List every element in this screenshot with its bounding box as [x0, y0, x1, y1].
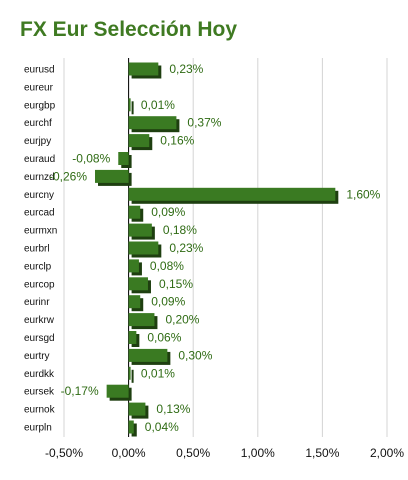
category-label: eurdkk	[24, 369, 55, 380]
category-label: eurnzd	[24, 172, 55, 183]
bar	[128, 134, 150, 148]
bar	[128, 420, 134, 434]
bar	[128, 331, 137, 344]
category-label: eurpln	[24, 423, 52, 434]
chart-title: FX Eur Selección Hoy	[20, 18, 238, 41]
bars	[95, 62, 339, 437]
category-label: eurmxn	[24, 226, 57, 237]
category-label: eursgd	[24, 333, 55, 344]
value-label: 0,09%	[151, 205, 185, 219]
bar	[128, 116, 177, 130]
bar-shadow	[131, 423, 137, 437]
category-label: eurgbp	[24, 100, 56, 111]
category-label: eurchf	[24, 118, 52, 129]
x-tick-label: 0,50%	[176, 446, 210, 460]
value-label: 0,13%	[156, 402, 190, 416]
bar	[118, 152, 129, 165]
value-label: -0,17%	[61, 384, 99, 398]
bar	[128, 259, 139, 273]
value-label: 0,01%	[141, 366, 175, 380]
category-label: eurnok	[24, 405, 56, 416]
bar	[128, 348, 168, 362]
value-labels: 0,23% 0,01% 0,37% 0,16% -0,08% -0,26% 1,60% 0,0…	[49, 62, 381, 434]
category-label: eurjpy	[24, 136, 51, 147]
value-label: 0,37%	[187, 116, 221, 130]
x-tick-label: 1,00%	[241, 446, 275, 460]
bar	[128, 402, 146, 416]
bar	[128, 98, 131, 112]
bar	[128, 241, 159, 255]
category-label: eurinr	[24, 297, 50, 308]
bar	[128, 62, 159, 76]
bar	[128, 366, 131, 380]
value-label: 1,60%	[346, 187, 380, 201]
bar	[95, 169, 129, 183]
bar	[128, 313, 155, 327]
value-label: 0,04%	[145, 420, 179, 434]
grid-lines	[63, 58, 388, 437]
category-label: eursek	[24, 387, 55, 398]
value-label: 0,08%	[150, 259, 184, 273]
category-label: eurkrw	[24, 315, 55, 326]
bar	[128, 295, 141, 309]
category-labels: eurusd eureur eurgbp eurchf eurjpy euraud eurn…	[24, 65, 57, 434]
value-label: 0,18%	[163, 223, 197, 237]
value-label: 0,15%	[159, 277, 193, 291]
category-label: eureur	[24, 82, 54, 93]
x-tick-label: 0,00%	[112, 446, 146, 460]
value-label: -0,08%	[72, 152, 110, 166]
bar	[128, 223, 152, 237]
value-label: 0,23%	[169, 62, 203, 76]
x-axis-tick-labels: -0,50% 0,00% 0,50% 1,00% 1,50% 2,00%	[45, 446, 404, 460]
x-tick-label: 1,50%	[305, 446, 339, 460]
bar-shadow	[131, 369, 134, 383]
category-label: eurusd	[24, 65, 55, 76]
category-label: eurcny	[24, 190, 54, 201]
bar-shadow	[131, 101, 134, 115]
value-label: 0,20%	[165, 313, 199, 327]
value-label: 0,09%	[151, 295, 185, 309]
bar	[106, 384, 129, 398]
x-tick-label: 2,00%	[370, 446, 404, 460]
value-label: -0,26%	[49, 169, 87, 183]
category-label: eurbrl	[24, 244, 50, 255]
category-label: eurcop	[24, 279, 55, 290]
category-label: eurcad	[24, 208, 55, 219]
bar	[128, 205, 141, 219]
x-tick-label: -0,50%	[45, 446, 83, 460]
value-label: 0,23%	[169, 241, 203, 255]
value-label: 0,06%	[147, 331, 181, 345]
category-label: euraud	[24, 154, 55, 165]
value-label: 0,16%	[160, 134, 194, 148]
value-label: 0,30%	[178, 348, 212, 362]
bar	[128, 277, 148, 291]
value-label: 0,01%	[141, 98, 175, 112]
category-label: eurclp	[24, 261, 52, 272]
bar	[128, 187, 336, 201]
category-label: eurtry	[24, 351, 50, 362]
